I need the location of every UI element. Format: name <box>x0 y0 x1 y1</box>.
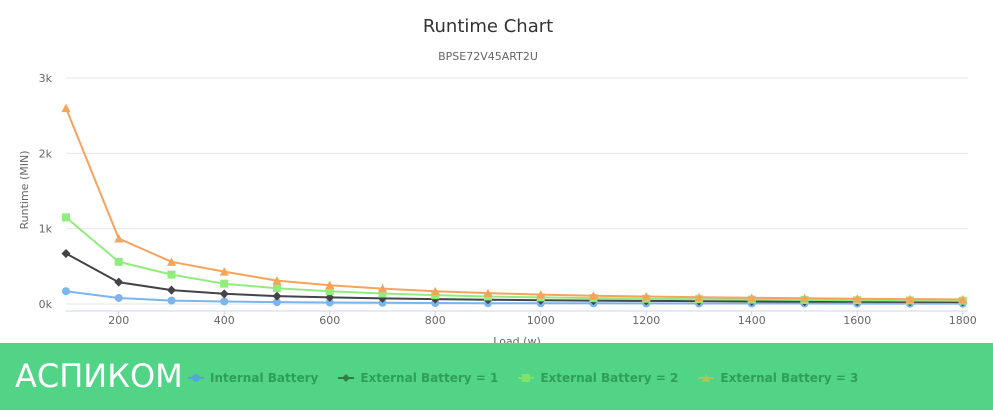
y-tick-label: 2k <box>39 147 53 160</box>
legend-item-external-battery-3[interactable]: External Battery = 3 <box>698 371 858 385</box>
data-point <box>220 279 229 288</box>
brand-banner: АСПИКОМ Internal Battery External Batter… <box>0 343 993 410</box>
x-tick-label: 600 <box>319 314 340 327</box>
series-line <box>65 216 963 302</box>
data-point <box>167 270 176 279</box>
data-point <box>958 294 968 304</box>
data-point <box>272 284 281 293</box>
data-point <box>747 293 757 302</box>
legend-symbol-square-icon <box>518 374 535 382</box>
data-point <box>114 277 124 287</box>
x-tick-label: 1400 <box>738 314 766 327</box>
series-line <box>65 252 963 303</box>
data-point <box>325 298 334 307</box>
legend-label: Internal Battery <box>210 371 319 385</box>
data-point <box>377 284 387 293</box>
grid-layer <box>66 77 968 305</box>
chart-title: Runtime Chart <box>423 16 553 37</box>
data-point <box>272 298 281 307</box>
data-point <box>378 289 387 298</box>
x-tick-label: 1800 <box>949 314 977 327</box>
data-point <box>588 291 598 300</box>
brand-logo-text: АСПИКОМ <box>15 357 183 395</box>
data-point <box>114 293 123 302</box>
chart-subtitle: BPSE72V45ART2U <box>438 50 538 63</box>
y-tick-label: 0k <box>39 298 53 311</box>
legend-item-internal-battery[interactable]: Internal Battery <box>188 371 318 385</box>
y-tick-label: 1k <box>39 223 53 236</box>
data-point <box>219 267 229 276</box>
series-line <box>65 290 963 305</box>
legend-label: External Battery = 2 <box>540 371 679 385</box>
data-point <box>852 294 862 303</box>
axis-layer: 0k 1k 2k 3k 200 400 600 800 1000 1200 1400 1600 1800 <box>39 72 977 327</box>
y-axis-title: Runtime (MIN) <box>18 151 31 230</box>
data-point <box>799 293 809 303</box>
data-point <box>325 287 334 296</box>
data-point <box>166 285 176 295</box>
series-3 <box>61 103 968 304</box>
legend-label: External Battery = 3 <box>720 371 859 385</box>
data-point <box>325 280 335 290</box>
data-point <box>536 290 546 299</box>
y-tick-label: 3k <box>39 72 53 85</box>
legend-item-external-battery-2[interactable]: External Battery = 2 <box>518 371 678 385</box>
data-point <box>694 292 704 302</box>
data-point <box>430 286 440 296</box>
data-point <box>905 294 915 304</box>
data-point <box>272 291 282 301</box>
chart-legend: Internal Battery External Battery = 1 Ex… <box>188 369 858 387</box>
series-line <box>65 107 963 301</box>
x-tick-label: 1000 <box>527 314 555 327</box>
legend-symbol-circle-icon <box>188 374 204 382</box>
series-layer <box>61 103 968 308</box>
data-point <box>641 291 651 301</box>
data-point <box>483 288 493 298</box>
data-point <box>167 296 176 305</box>
data-point <box>62 213 70 222</box>
legend-symbol-triangle-icon <box>698 374 715 382</box>
data-point <box>114 233 124 243</box>
x-tick-label: 1200 <box>632 314 660 327</box>
x-tick-label: 400 <box>214 314 235 327</box>
data-point <box>220 297 229 306</box>
data-point <box>61 103 71 113</box>
x-tick-label: 800 <box>425 314 446 327</box>
data-point <box>272 276 282 285</box>
legend-symbol-diamond-icon <box>338 374 355 382</box>
legend-item-external-battery-1[interactable]: External Battery = 1 <box>338 371 498 385</box>
data-point <box>62 287 70 296</box>
x-tick-label: 1600 <box>843 314 871 327</box>
x-tick-label: 200 <box>108 314 129 327</box>
data-point <box>114 257 123 266</box>
legend-label: External Battery = 1 <box>360 371 499 385</box>
data-point <box>219 289 229 299</box>
data-point <box>166 257 176 266</box>
data-point <box>61 249 71 259</box>
